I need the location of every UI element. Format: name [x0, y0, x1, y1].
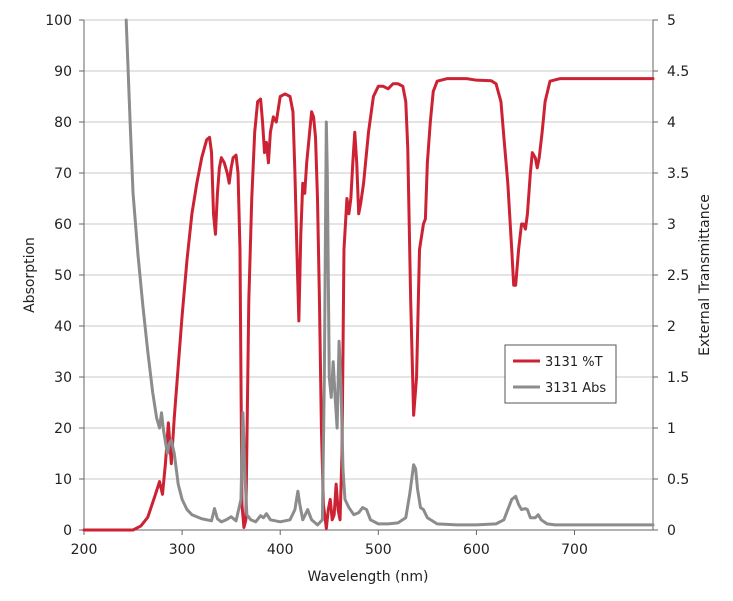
right-y-tick-label-3: 1.5 [667, 370, 689, 386]
left-y-tick-label-3: 30 [54, 370, 72, 386]
x-ticks: 200 300 400 500 600 700 [71, 530, 588, 558]
right-y-tick-label-8: 4 [667, 115, 676, 131]
x-tick-label-4: 600 [463, 542, 490, 558]
right-y-tick-label-4: 2 [667, 319, 676, 335]
left-y-tick-label-10: 100 [45, 13, 72, 29]
series-line-absorbance [124, 18, 655, 527]
legend-label-transmittance: 3131 %T [545, 355, 603, 370]
x-tick-label-3: 500 [365, 542, 392, 558]
right-y-axis-title: External Transmittance [697, 194, 713, 356]
right-y-tick-label-10: 5 [667, 13, 676, 29]
series-line-transmittance [82, 77, 655, 532]
right-y-tick-label-7: 3.5 [667, 166, 689, 182]
right-y-tick-label-0: 0 [667, 523, 676, 539]
left-y-tick-label-1: 10 [54, 472, 72, 488]
left-y-tick-label-2: 20 [54, 421, 72, 437]
left-y-axis-title: Absorption [22, 237, 38, 313]
legend-label-absorbance: 3131 Abs [545, 381, 606, 396]
left-y-tick-label-6: 60 [54, 217, 72, 233]
left-y-tick-label-8: 80 [54, 115, 72, 131]
x-tick-label-1: 300 [169, 542, 196, 558]
legend: 3131 %T 3131 Abs [504, 344, 617, 404]
x-tick-label-5: 700 [561, 542, 588, 558]
legend-box [504, 344, 617, 404]
plot-frame [83, 20, 654, 531]
left-y-ticks: 0 10 20 30 40 50 60 70 80 90 100 [45, 13, 84, 539]
x-tick-label-0: 200 [71, 542, 98, 558]
right-y-tick-label-2: 1 [667, 421, 676, 437]
left-y-tick-label-0: 0 [63, 523, 72, 539]
right-y-tick-label-9: 4.5 [667, 64, 689, 80]
right-y-tick-label-5: 2.5 [667, 268, 689, 284]
right-y-ticks: 0 0.5 1 1.5 2 2.5 3 3.5 4 4.5 5 [653, 13, 689, 539]
left-y-tick-label-7: 70 [54, 166, 72, 182]
left-y-tick-label-4: 40 [54, 319, 72, 335]
left-y-tick-label-5: 50 [54, 268, 72, 284]
right-y-tick-label-6: 3 [667, 217, 676, 233]
x-tick-label-2: 400 [267, 542, 294, 558]
x-axis-title: Wavelength (nm) [308, 569, 429, 585]
left-y-tick-label-9: 90 [54, 64, 72, 80]
series-lines [82, 18, 655, 532]
right-y-tick-label-1: 0.5 [667, 472, 689, 488]
